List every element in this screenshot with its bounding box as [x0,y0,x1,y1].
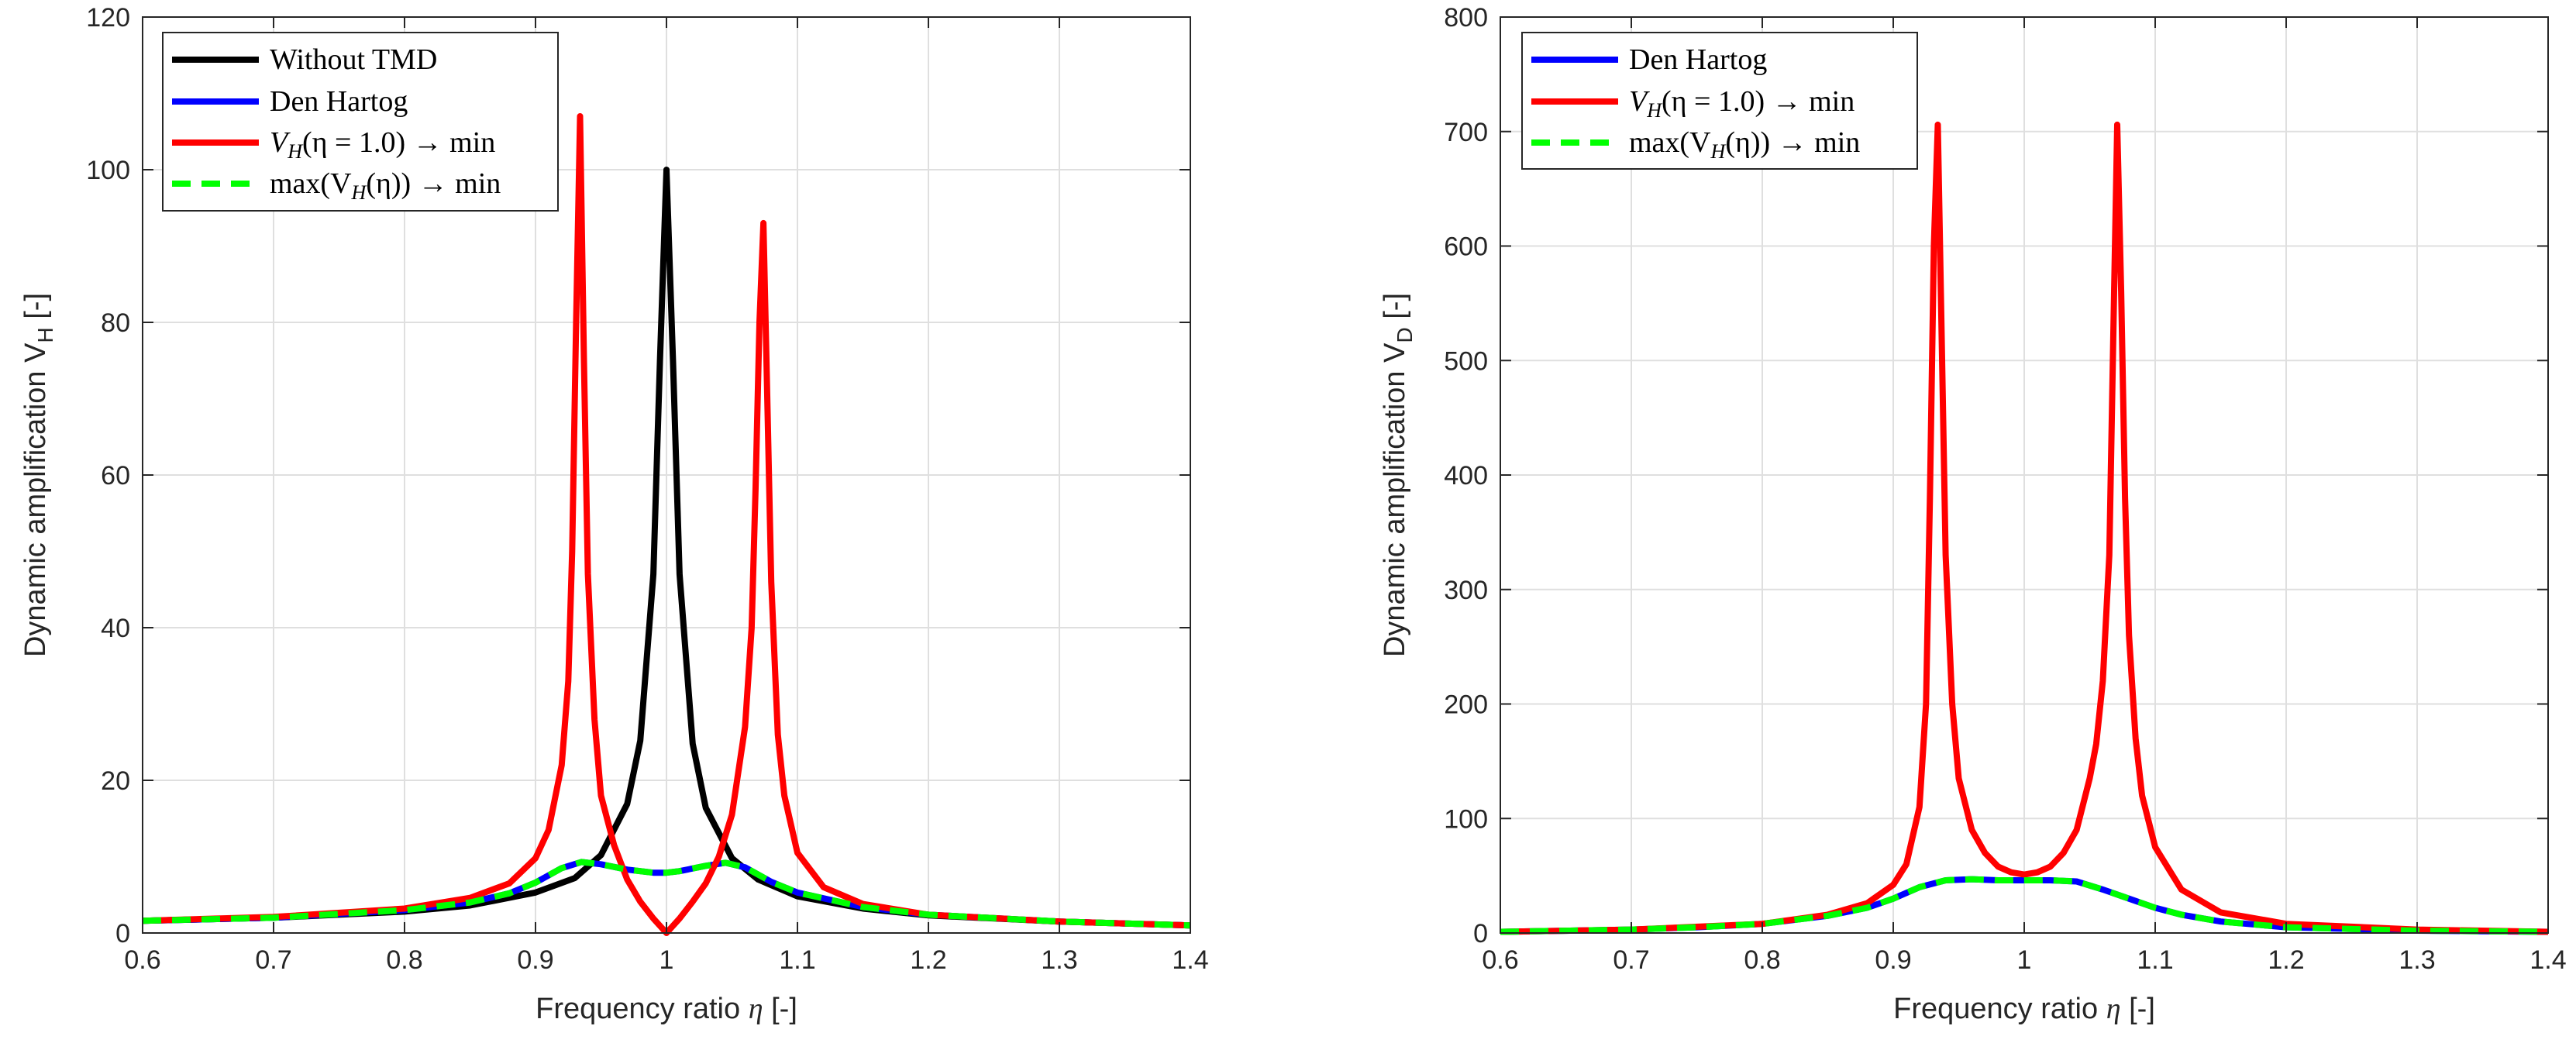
right-tick-marks [1500,16,2549,934]
left-x-tick-label: 1.4 [1172,945,1208,975]
legend-label-vh-min-right: VH(η = 1.0) → min [1629,85,1855,122]
right-y-tick-labels: 0 100 200 300 400 500 600 700 800 [1444,3,1488,948]
right-y-tick-label: 400 [1444,461,1488,491]
right-y-tick-label: 500 [1444,346,1488,376]
left-y-tick-label: 120 [86,3,130,33]
left-y-tick-label: 60 [101,461,130,491]
left-x-tick-label: 0.6 [124,945,160,975]
right-y-tick-label: 300 [1444,576,1488,605]
right-y-tick-label: 100 [1444,804,1488,834]
left-x-tick-labels: 0.6 0.7 0.8 0.9 1 1.1 1.2 1.3 1.4 [124,945,1208,975]
left-x-tick-label: 1.2 [910,945,946,975]
left-x-tick-label: 1.1 [779,945,815,975]
left-x-tick-label: 0.7 [255,945,291,975]
right-x-tick-label: 1 [2017,945,2032,975]
right-x-tick-label: 0.7 [1613,945,1649,975]
right-x-tick-label: 0.6 [1482,945,1518,975]
legend-label-den-hartog: Den Hartog [270,85,408,118]
right-series-max-v-h-min [1500,876,2549,935]
right-series-lines [1500,121,2549,935]
right-y-tick-label: 0 [1473,919,1488,948]
left-y-axis-label: Dynamic amplification VH [-] [19,293,57,657]
right-y-axis-label: Dynamic amplification VD [-] [1379,293,1417,657]
right-x-tick-label: 1.4 [2530,945,2566,975]
left-y-tick-label: 0 [115,919,130,948]
legend-label-max-vh-min: max(VH(η)) → min [270,167,501,204]
right-y-tick-label: 700 [1444,118,1488,147]
legend-label-vh-min: VH(η = 1.0) → min [270,126,495,163]
legend-label-without-tmd: Without TMD [270,43,437,76]
right-x-tick-label: 0.9 [1875,945,1911,975]
right-chart: 0.6 0.7 0.8 0.9 1 1.1 1.2 1.3 1.4 0 100 200 300 400 5… [1379,3,2567,1025]
right-y-tick-label: 800 [1444,3,1488,33]
left-chart: 0.6 0.7 0.8 0.9 1 1.1 1.2 1.3 1.4 0 20 40 60 80 100 12… [19,3,1209,1025]
left-x-tick-label: 0.8 [386,945,422,975]
left-tick-marks [142,16,1191,934]
left-y-tick-label: 20 [101,766,130,796]
left-legend: Without TMD Den Hartog VH(η = 1.0) → min… [162,32,559,212]
right-y-tick-label: 200 [1444,690,1488,720]
right-series-v-h-1-0-min [1500,121,2549,935]
left-y-tick-label: 40 [101,614,130,643]
left-x-axis-label: Frequency ratio η [-] [536,993,797,1025]
right-x-tick-label: 1.1 [2137,945,2173,975]
left-x-tick-label: 1 [659,945,674,975]
right-y-tick-label: 600 [1444,232,1488,262]
legend-label-den-hartog-right: Den Hartog [1629,43,1767,76]
right-x-axis-label: Frequency ratio η [-] [1893,993,2155,1025]
right-x-tick-label: 1.2 [2268,945,2304,975]
left-y-tick-label: 100 [86,156,130,185]
right-legend: Den Hartog VH(η = 1.0) → min max(VH(η)) … [1521,32,1918,170]
left-x-tick-label: 1.3 [1041,945,1077,975]
left-x-tick-label: 0.9 [517,945,553,975]
right-x-tick-labels: 0.6 0.7 0.8 0.9 1 1.1 1.2 1.3 1.4 [1482,945,2566,975]
right-x-tick-label: 0.8 [1744,945,1780,975]
left-series-den-hartog [142,859,1191,929]
right-x-tick-label: 1.3 [2399,945,2435,975]
left-y-tick-labels: 0 20 40 60 80 100 120 [86,3,130,948]
left-y-tick-label: 80 [101,308,130,338]
legend-label-max-vh-min-right: max(VH(η)) → min [1629,126,1860,163]
